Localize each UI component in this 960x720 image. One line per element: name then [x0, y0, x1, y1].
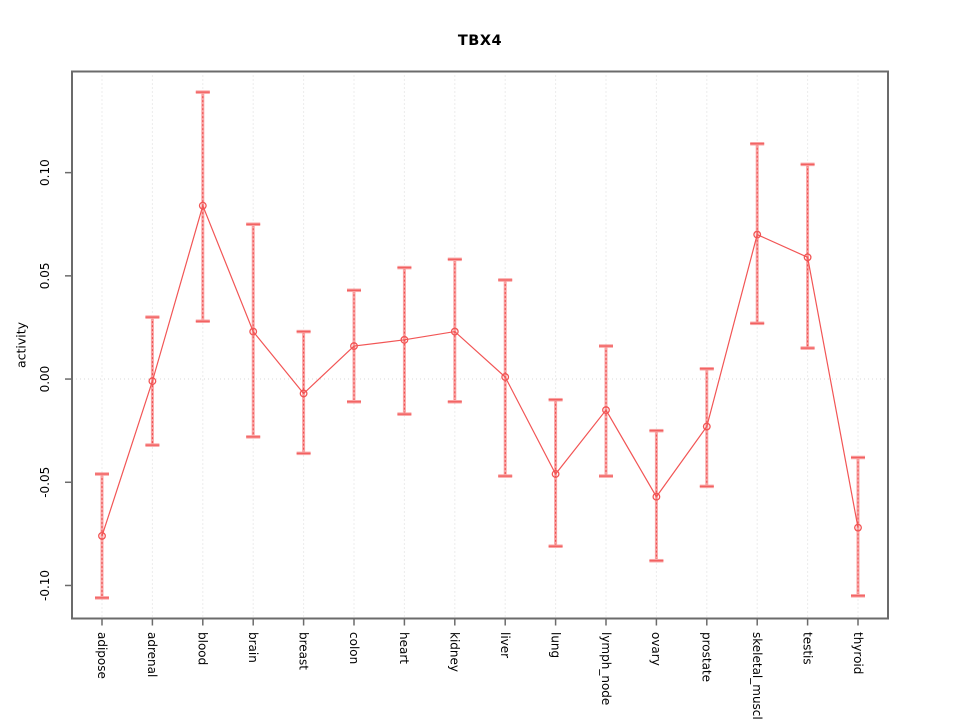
x-tick-label: lymph_node: [599, 632, 613, 705]
data-point: [551, 470, 560, 478]
data-point: [501, 373, 510, 381]
x-tick-label: colon: [347, 632, 361, 664]
x-tick-label: brain: [246, 632, 260, 663]
x-tick-label: heart: [397, 632, 411, 664]
x-tick-label: kidney: [448, 632, 462, 672]
data-point: [299, 389, 308, 398]
data-point: [98, 531, 106, 540]
x-tick-label: liver: [498, 632, 512, 658]
data-point: [450, 327, 459, 336]
y-axis-title: activity: [13, 321, 29, 369]
series-line: [101, 203, 859, 537]
y-tick-label: 0.00: [38, 366, 52, 393]
plot-border: [71, 70, 889, 620]
data-point: [803, 253, 812, 262]
x-tick-label: testis: [800, 632, 814, 665]
data-point: [400, 335, 409, 344]
x-tick-label: breast: [296, 632, 310, 670]
data-point: [702, 422, 711, 431]
data-point: [148, 377, 157, 386]
y-tick-label: -0.05: [38, 467, 52, 498]
data-point: [854, 523, 862, 532]
data-point: [198, 201, 207, 210]
x-tick-label: adrenal: [145, 632, 159, 677]
data-point: [249, 327, 258, 336]
y-tick-label: 0.05: [38, 262, 52, 289]
data-point: [602, 406, 610, 414]
x-tick-label: thyroid: [851, 632, 865, 674]
x-tick-label: skeletal_muscle: [750, 632, 764, 720]
x-tick-label: blood: [196, 632, 210, 665]
data-point: [753, 230, 762, 239]
x-tick-label: lung: [548, 632, 562, 658]
x-tick-label: ovary: [649, 632, 663, 666]
x-tick-label: adipose: [95, 632, 109, 679]
chart-title: TBX4: [457, 33, 503, 49]
x-tick-label: prostate: [700, 632, 714, 682]
y-tick-label: 0.10: [38, 159, 52, 186]
y-tick-label: -0.10: [38, 570, 52, 601]
data-point: [350, 342, 358, 350]
data-point: [652, 492, 661, 501]
